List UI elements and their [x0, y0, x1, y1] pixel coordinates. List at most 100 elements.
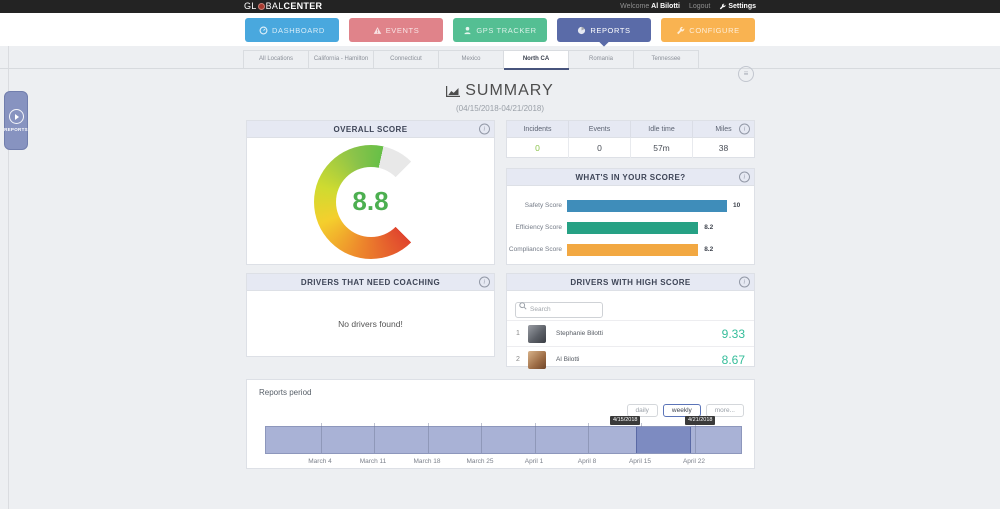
navigator-gridline — [321, 423, 322, 453]
top-bar: GL BAL CENTER Welcome Al Bilotti Logout Se… — [0, 0, 1000, 13]
side-reports-tab[interactable]: REPORTS — [4, 91, 28, 150]
nav-button-events[interactable]: EVENTS — [349, 18, 443, 42]
tabs-divider — [0, 68, 1000, 69]
axis-label: March 18 — [413, 458, 441, 465]
score-breakdown-card: WHAT'S IN YOUR SCORE? i Safety Score 10 … — [506, 168, 755, 265]
axis-label: April 15 — [628, 458, 652, 465]
navigator-gridline — [588, 423, 589, 453]
info-icon[interactable]: i — [739, 276, 750, 288]
active-nav-notch — [598, 35, 610, 47]
high-score-card: DRIVERS WITH HIGH SCORE i 1 Stephanie Bi… — [506, 273, 755, 369]
axis-label: March 11 — [359, 458, 387, 465]
range-tooltip-start: 4/15/2018 — [610, 416, 641, 425]
overall-score-gauge: 8.8 — [313, 144, 428, 259]
chart-icon — [446, 85, 461, 97]
nav-button-gps-tracker[interactable]: GPS TRACKER — [453, 18, 547, 42]
driver-avatar — [528, 350, 546, 369]
stat-value-miles: 38 — [692, 138, 754, 158]
date-range: (04/15/2018-04/21/2018) — [455, 103, 545, 113]
settings-link[interactable]: Settings — [719, 3, 756, 10]
stat-value-incidents: 0 — [535, 143, 540, 153]
search-icon — [519, 302, 527, 310]
axis-label: April 22 — [682, 458, 706, 465]
driver-score: 9.33 — [721, 326, 745, 341]
compliance-score-bar — [567, 243, 699, 256]
driver-rank: 1 — [516, 330, 520, 337]
page-title: SUMMARY — [465, 82, 554, 99]
driver-name: Al Bilotti — [556, 356, 580, 363]
period-button-more[interactable]: more... — [705, 404, 744, 417]
tab-mexico[interactable]: Mexico — [439, 51, 504, 68]
wrench-icon — [720, 3, 726, 10]
nav-button-reports[interactable]: REPORTS — [557, 18, 651, 47]
bar-label: Compliance Score — [508, 246, 562, 253]
card-title: DRIVERS WITH HIGH SCORE — [570, 277, 691, 287]
nav-button-configure[interactable]: CONFIGURE — [661, 18, 755, 42]
tab-tennessee[interactable]: Tennessee — [651, 56, 681, 62]
tab-romania[interactable]: Romania — [569, 51, 634, 68]
info-icon[interactable]: i — [479, 123, 490, 135]
title-block: SUMMARY (04/15/2018-04/21/2018) — [0, 82, 1000, 113]
coaching-card: DRIVERS THAT NEED COACHING i No drivers … — [246, 273, 495, 357]
info-icon[interactable]: i — [479, 276, 490, 288]
wrench-icon — [677, 26, 685, 34]
navigator-selection[interactable] — [636, 427, 691, 453]
driver-avatar — [528, 324, 546, 343]
bar-label: Safety Score — [524, 202, 562, 209]
stat-label: Incidents — [523, 125, 552, 133]
tab-north-ca[interactable]: North CA — [504, 51, 569, 68]
stat-value-idle-time: 57m — [630, 138, 692, 158]
welcome-text: Welcome Al Bilotti — [620, 3, 680, 10]
bar-label: Efficiency Score — [515, 224, 562, 231]
overall-score-card: OVERALL SCORE i 8.8 — [246, 120, 495, 265]
score-bar-row: Safety Score 10 — [507, 199, 754, 212]
period-button-weekly[interactable]: weekly — [662, 404, 701, 417]
bar-value: 10 — [733, 202, 741, 209]
gauge-value: 8.8 — [352, 186, 389, 216]
logo-text-bal: BAL — [265, 1, 284, 11]
bar-value: 8.2 — [704, 246, 714, 253]
period-button-daily[interactable]: daily — [626, 404, 658, 417]
axis-label: March 4 — [308, 458, 332, 465]
stat-value-events: 0 — [568, 138, 630, 158]
user-name: Al Bilotti — [651, 3, 680, 10]
empty-message: No drivers found! — [338, 319, 403, 329]
stat-label: Idle time — [630, 121, 692, 137]
stat-label: Events — [568, 121, 630, 137]
pie-icon — [578, 26, 586, 34]
safety-score-bar — [567, 199, 727, 212]
driver-rank: 2 — [516, 356, 520, 363]
driver-search-input[interactable] — [515, 301, 603, 318]
chevron-circle-icon — [8, 109, 24, 124]
driver-name: Stephanie Bilotti — [556, 330, 603, 337]
range-tooltip-end: 4/21/2018 — [685, 416, 716, 425]
driver-row[interactable]: 2 Al Bilotti 8.67 — [507, 346, 754, 372]
export-menu-icon[interactable]: ≡ — [738, 66, 754, 82]
card-title: DRIVERS THAT NEED COACHING — [300, 277, 441, 287]
main-nav: DASHBOARD EVENTS GPS TRACKER REPORTS CON… — [0, 13, 1000, 47]
tab-all-locations[interactable]: All Locations — [244, 51, 309, 68]
driver-row[interactable]: 1 Stephanie Bilotti 9.33 — [507, 320, 754, 346]
axis-label: March 25 — [466, 458, 494, 465]
score-bar-row: Efficiency Score 8.2 — [507, 221, 754, 234]
navigator-gridline — [535, 423, 536, 453]
driver-score: 8.67 — [721, 352, 745, 367]
info-icon[interactable]: i — [739, 171, 750, 183]
period-navigator[interactable] — [265, 423, 742, 454]
logo-text-center: CENTER — [283, 1, 323, 11]
tab-california-hamilton[interactable]: California - Hamilton — [309, 51, 374, 68]
stats-card: Incidents Events Idle time Miles i 0 0 5… — [506, 120, 755, 158]
logout-link[interactable]: Logout — [688, 3, 711, 10]
bar-value: 8.2 — [704, 224, 714, 231]
card-title: OVERALL SCORE — [333, 124, 408, 134]
warning-icon — [373, 26, 381, 34]
nav-button-dashboard[interactable]: DASHBOARD — [245, 18, 339, 42]
axis-label: April 1 — [524, 458, 544, 465]
tab-connecticut[interactable]: Connecticut — [374, 51, 439, 68]
navigator-gridline — [374, 423, 375, 453]
person-icon — [464, 26, 471, 34]
info-icon[interactable]: i — [739, 123, 750, 135]
page-edge-line — [8, 46, 9, 509]
card-title: WHAT'S IN YOUR SCORE? — [575, 172, 686, 182]
